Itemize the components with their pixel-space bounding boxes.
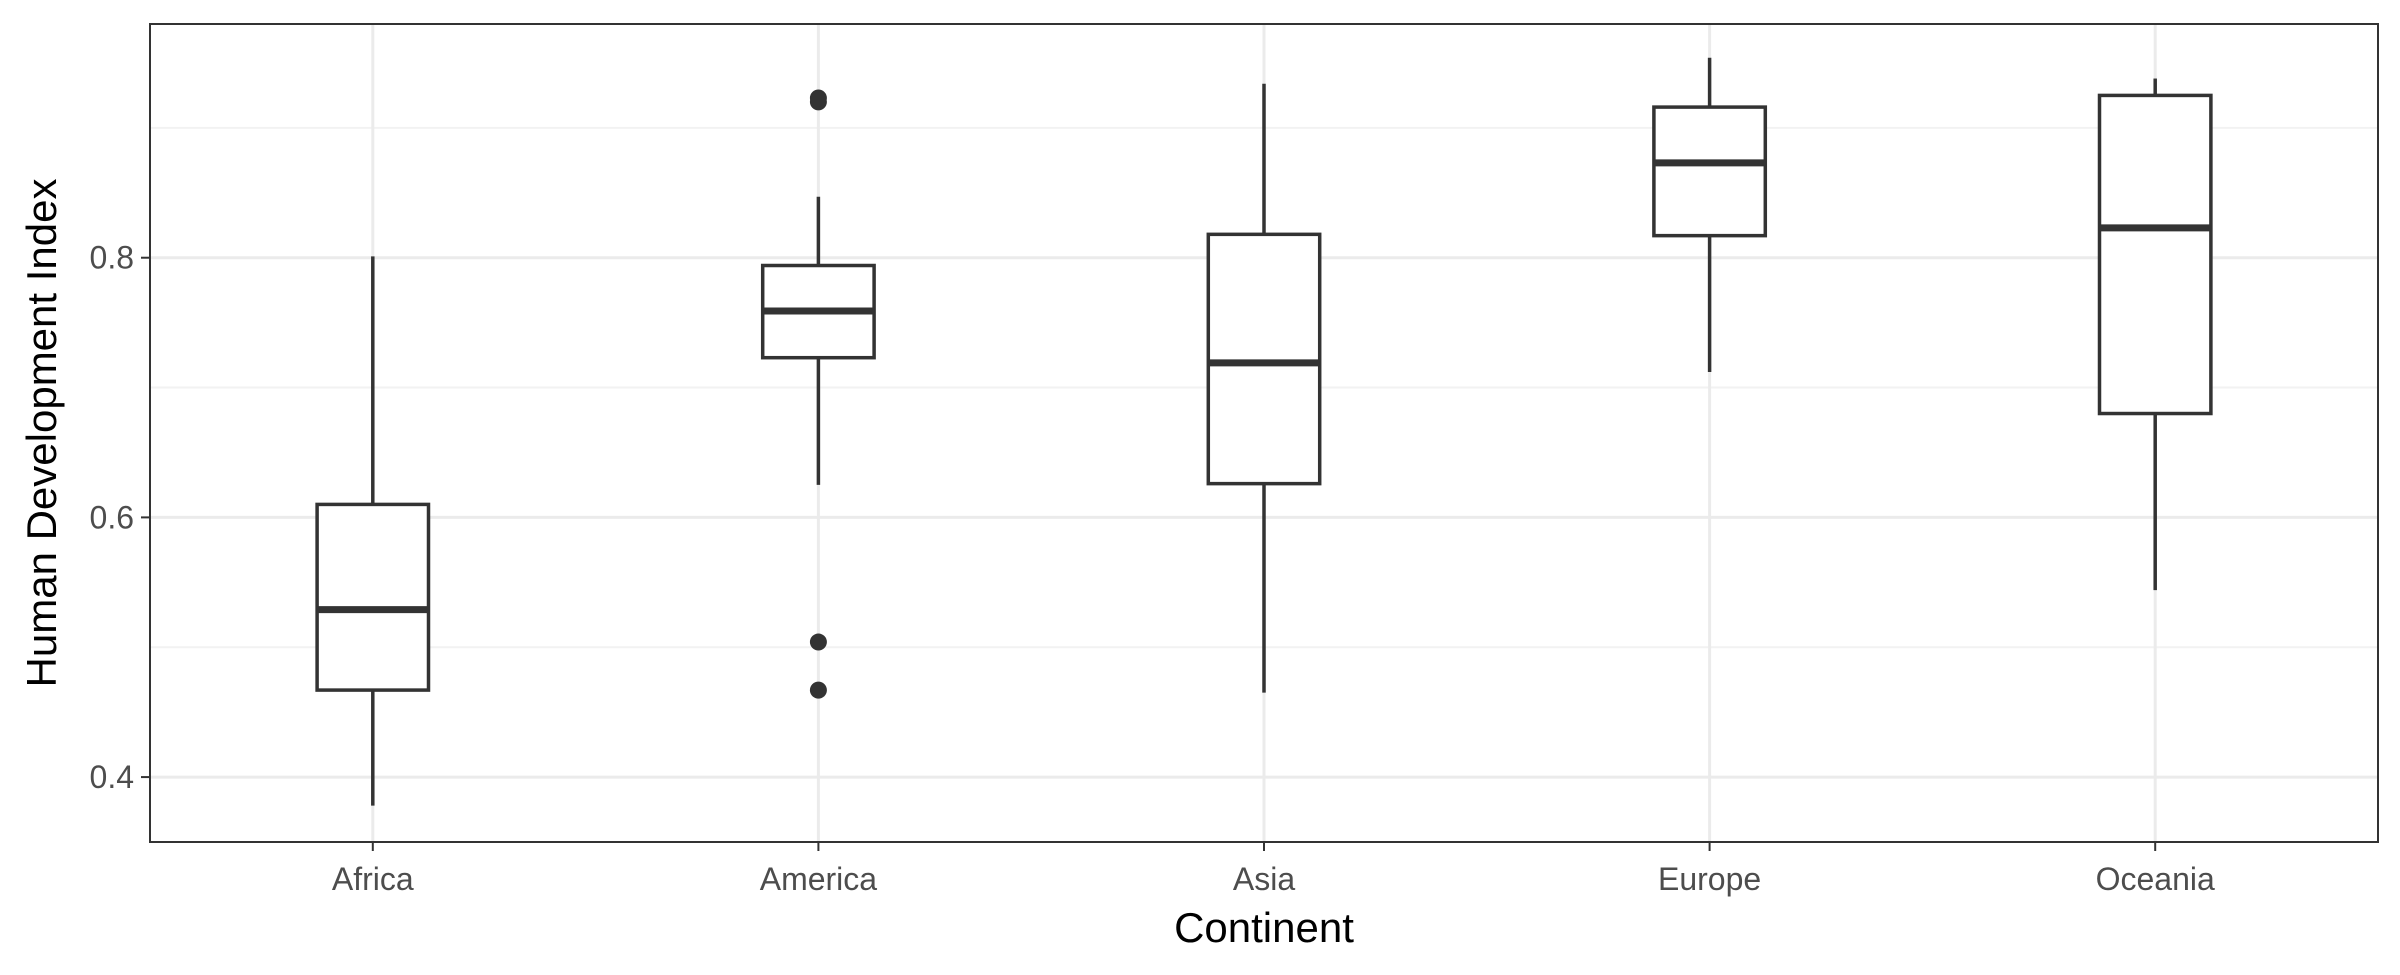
box-iqr — [1206, 232, 1322, 486]
box-iqr — [315, 502, 431, 692]
x-axis-title: Continent — [1174, 904, 1354, 951]
x-tick-label: Europe — [1658, 861, 1761, 897]
box-asia — [1206, 83, 1322, 693]
x-tick-label: Oceania — [2096, 861, 2215, 897]
y-tick-label: 0.4 — [90, 759, 134, 795]
box-oceania — [2097, 78, 2213, 591]
x-tick-label: America — [760, 861, 878, 897]
box-europe — [1652, 57, 1768, 372]
y-tick-label: 0.6 — [90, 499, 134, 535]
x-tick-label: Africa — [332, 861, 414, 897]
outlier-point — [809, 681, 827, 699]
x-tick-label: Asia — [1233, 861, 1295, 897]
outlier-point — [809, 89, 827, 107]
y-tick-label: 0.8 — [90, 240, 134, 276]
x-axis-ticks: Africa America Asia Europe Oceania — [332, 842, 2215, 897]
box-america — [760, 89, 876, 699]
y-axis-title: Human Development Index — [18, 179, 65, 688]
outlier-point — [809, 633, 827, 651]
box-africa — [315, 256, 431, 806]
boxes — [315, 57, 2213, 806]
box-iqr — [1652, 105, 1768, 238]
box-iqr — [2097, 93, 2213, 416]
y-axis-ticks: 0.4 0.6 0.8 — [90, 240, 150, 795]
